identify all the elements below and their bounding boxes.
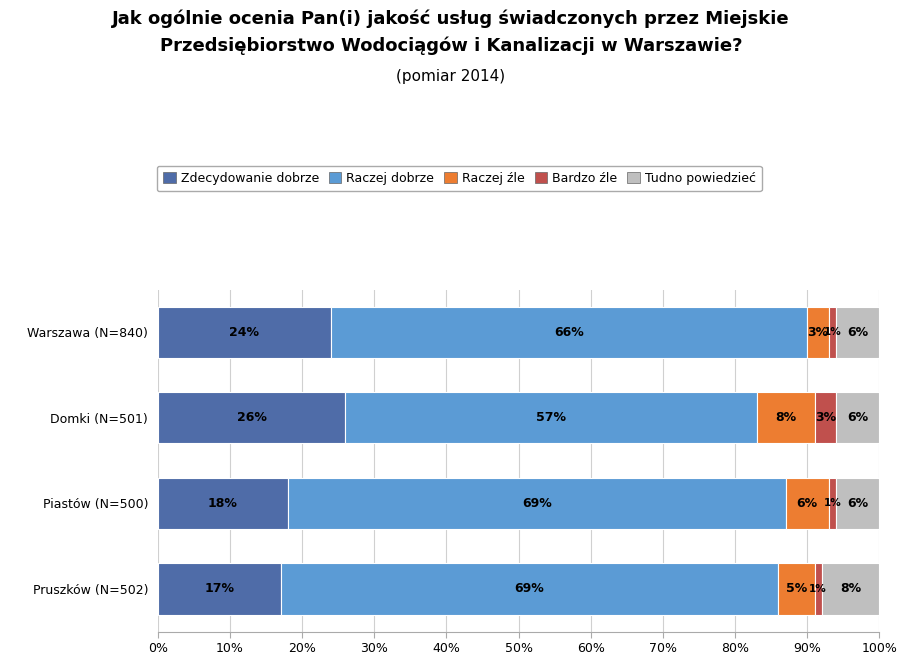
Text: 18%: 18%	[207, 497, 238, 510]
Bar	[815, 392, 836, 443]
Text: 6%: 6%	[847, 497, 869, 510]
Bar	[288, 478, 786, 529]
Bar	[836, 392, 879, 443]
Text: 5%: 5%	[786, 582, 807, 595]
Bar	[345, 392, 757, 443]
Bar	[331, 307, 807, 358]
Text: 6%: 6%	[847, 411, 869, 424]
Text: 3%: 3%	[807, 326, 829, 339]
Bar	[158, 307, 331, 358]
Text: 1%: 1%	[824, 498, 842, 509]
Text: 1%: 1%	[824, 327, 842, 338]
Bar	[158, 563, 281, 615]
Text: Jak ogólnie ocenia Pan(i) jakość usług świadczonych przez Miejskie: Jak ogólnie ocenia Pan(i) jakość usług ś…	[112, 10, 790, 28]
Bar	[836, 307, 879, 358]
Text: 8%: 8%	[840, 582, 861, 595]
Text: 69%: 69%	[515, 582, 544, 595]
Text: 26%: 26%	[236, 411, 267, 424]
Text: 6%: 6%	[847, 326, 869, 339]
Bar	[778, 563, 815, 615]
Bar	[158, 392, 345, 443]
Text: (pomiar 2014): (pomiar 2014)	[397, 69, 505, 84]
Text: 17%: 17%	[204, 582, 235, 595]
Legend: Zdecydowanie dobrze, Raczej dobrze, Raczej źle, Bardzo źle, Tudno powiedzieć: Zdecydowanie dobrze, Raczej dobrze, Racz…	[157, 166, 762, 191]
Text: 1%: 1%	[809, 584, 827, 594]
Bar	[815, 563, 822, 615]
Text: 8%: 8%	[775, 411, 796, 424]
Bar	[158, 478, 288, 529]
Text: 66%: 66%	[555, 326, 584, 339]
Bar	[281, 563, 778, 615]
Bar	[829, 478, 836, 529]
Bar	[807, 307, 829, 358]
Bar	[757, 392, 815, 443]
Text: 3%: 3%	[815, 411, 836, 424]
Bar	[786, 478, 829, 529]
Text: 57%: 57%	[536, 411, 566, 424]
Bar	[836, 478, 879, 529]
Text: 24%: 24%	[229, 326, 260, 339]
Text: 69%: 69%	[522, 497, 551, 510]
Bar	[829, 307, 836, 358]
Bar	[822, 563, 879, 615]
Text: 6%: 6%	[796, 497, 818, 510]
Text: Przedsiębiorstwo Wodociągów i Kanalizacji w Warszawie?: Przedsiębiorstwo Wodociągów i Kanalizacj…	[160, 36, 742, 55]
